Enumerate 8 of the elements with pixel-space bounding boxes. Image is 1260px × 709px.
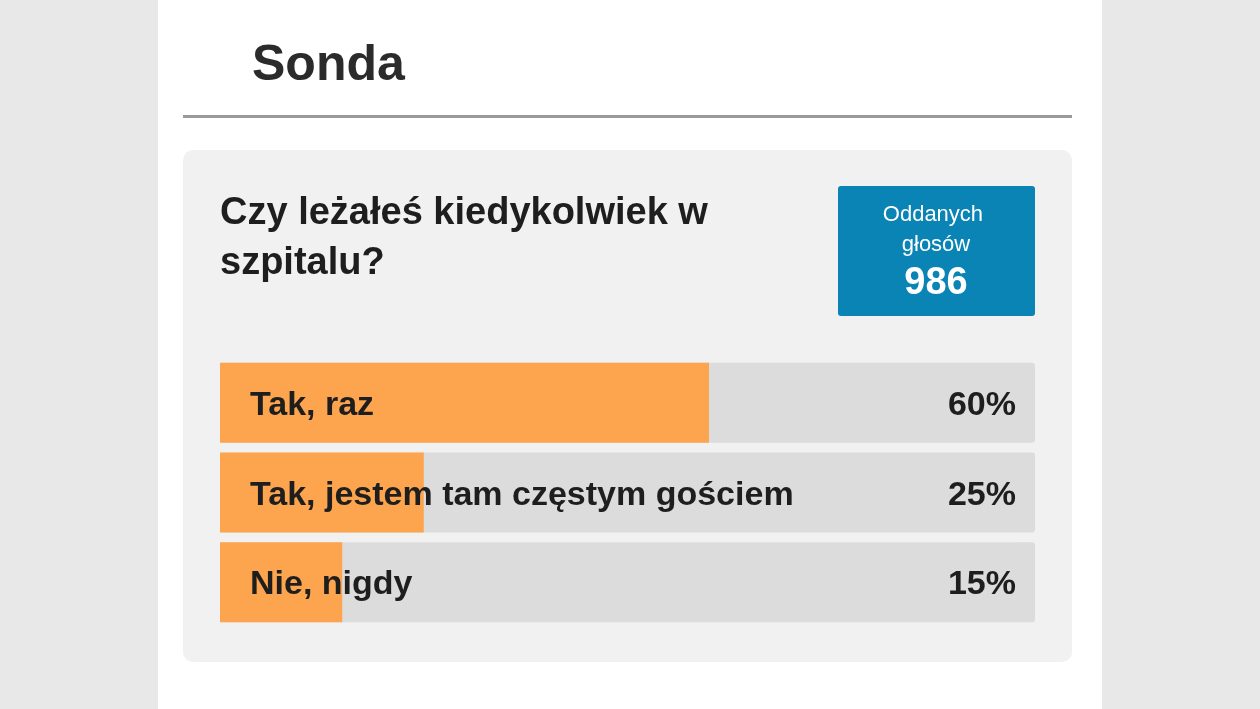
y-tick-label: Tak, raz bbox=[250, 383, 375, 422]
data-label: 60% bbox=[947, 383, 1016, 422]
data-label: 25% bbox=[947, 473, 1016, 512]
chart-subtitle: Czy leżałeś kiedykolwiek w szpitalu? bbox=[220, 190, 719, 282]
chart-title: Sonda bbox=[252, 35, 406, 91]
text: 986 bbox=[904, 260, 968, 302]
text: Oddanych głosów bbox=[882, 200, 990, 256]
data-label: 15% bbox=[947, 563, 1016, 602]
